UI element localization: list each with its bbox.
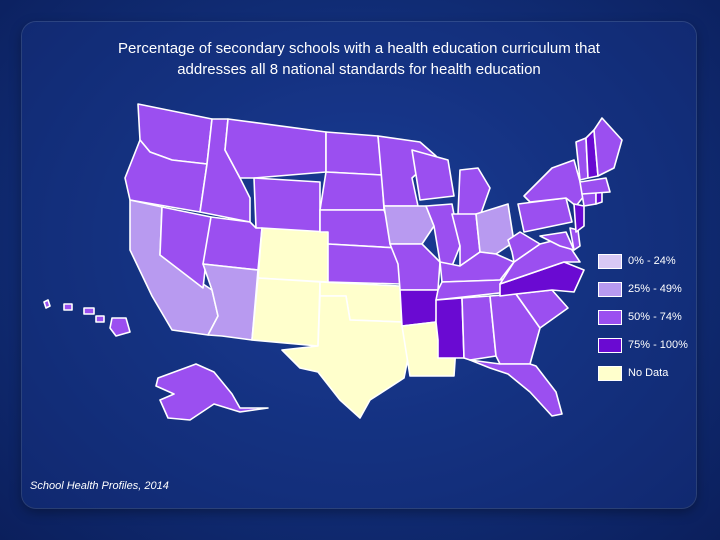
state-nc	[499, 261, 585, 297]
state-ma	[579, 177, 611, 195]
state-al	[461, 295, 497, 361]
state-wi	[411, 149, 455, 201]
legend-label-25-49: 25% - 49%	[628, 283, 682, 295]
state-ar	[399, 289, 439, 327]
state-ri	[595, 191, 603, 205]
state-hi-island-1	[43, 299, 51, 309]
state-hi-island-5	[109, 317, 131, 337]
legend-label-0-24: 0% - 24%	[628, 255, 676, 267]
legend-swatch-no-data	[598, 366, 622, 381]
source-note: School Health Profiles, 2014	[30, 480, 169, 492]
legend-swatch-0-24	[598, 254, 622, 269]
state-nm	[251, 277, 321, 347]
state-ak	[155, 363, 269, 421]
title-line-2: addresses all 8 national standards for h…	[177, 61, 541, 78]
state-nd	[325, 131, 383, 176]
state-hi-island-3	[83, 307, 95, 315]
legend-swatch-75-100	[598, 338, 622, 353]
state-me	[593, 117, 623, 177]
state-ks	[327, 243, 401, 285]
state-mt	[224, 118, 327, 179]
legend-label-50-74: 50% - 74%	[628, 311, 682, 323]
state-ut	[202, 216, 263, 271]
state-hi-island-4	[95, 315, 105, 323]
legend-swatch-25-49	[598, 282, 622, 297]
state-nj	[573, 203, 585, 233]
state-ny	[523, 159, 585, 207]
state-wy	[253, 177, 321, 233]
state-mi	[457, 167, 491, 217]
state-ia	[383, 205, 435, 245]
legend-swatch-50-74	[598, 310, 622, 325]
state-fl	[469, 359, 563, 417]
state-oh	[475, 203, 515, 255]
state-nv	[159, 206, 212, 289]
state-pa	[517, 197, 573, 233]
state-ms	[435, 297, 465, 359]
state-tx	[281, 295, 411, 419]
title-line-1: Percentage of secondary schools with a h…	[118, 40, 600, 57]
state-sd	[319, 171, 385, 211]
map-title: Percentage of secondary schools with a h…	[22, 38, 696, 80]
state-wv	[507, 231, 541, 263]
state-hi-island-2	[63, 303, 73, 311]
legend-label-75-100: 75% - 100%	[628, 339, 688, 351]
legend-label-no-data: No Data	[628, 367, 669, 379]
state-co	[257, 227, 329, 283]
